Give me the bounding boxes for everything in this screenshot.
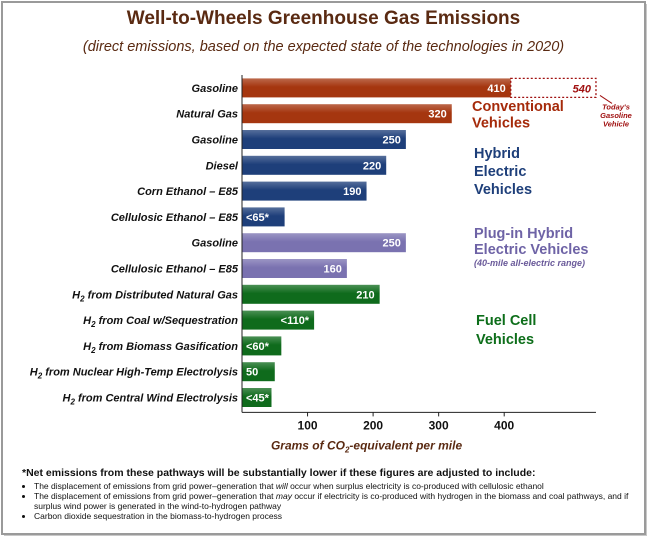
category-label: Gasoline	[192, 135, 238, 147]
data-label: 210	[356, 289, 374, 301]
chart-title: Well-to-Wheels Greenhouse Gas Emissions	[126, 8, 521, 29]
category-label: H2 from Coal w/Sequestration	[83, 315, 238, 329]
footnote-emphasis: will	[275, 481, 288, 491]
group-label: Vehicles	[472, 116, 530, 132]
bar-chart: Gasoline 410 Natural Gas 320 Gasoline 250 Dies…	[30, 75, 632, 454]
data-label: 250	[383, 238, 401, 250]
chart-subtitle: (direct emissions, based on the expected…	[82, 39, 565, 55]
bar	[242, 336, 282, 356]
group-label: Vehicles	[474, 182, 532, 198]
bar	[242, 233, 406, 253]
footnote-item: Carbon dioxide sequestration in the biom…	[34, 511, 637, 521]
group-label: Vehicles	[476, 332, 534, 348]
group-label: Electric Vehicles	[474, 242, 588, 258]
group-label: Electric	[474, 164, 526, 180]
bar	[242, 259, 347, 278]
reference-note: Today's	[602, 102, 630, 111]
data-label: <45*	[246, 393, 270, 405]
bar	[242, 78, 511, 98]
group-note: (40-mile all-electric range)	[474, 258, 585, 268]
category-label: Diesel	[206, 160, 239, 172]
reference-note: Gasoline	[600, 111, 632, 120]
footnote-list: The displacement of emissions from grid …	[22, 481, 637, 521]
reference-note: Vehicle	[603, 119, 629, 128]
data-label: <110*	[281, 315, 310, 327]
x-tick-label: 300	[429, 418, 449, 432]
bar	[242, 284, 380, 304]
data-label: <60*	[246, 341, 270, 353]
bar	[242, 181, 367, 201]
data-label: <65*	[246, 212, 270, 224]
bar	[242, 362, 275, 382]
group-label: Conventional	[472, 99, 564, 115]
x-tick-label: 200	[363, 418, 383, 432]
group-label: Fuel Cell	[476, 313, 536, 329]
data-label: 320	[428, 109, 446, 121]
x-tick-label: 100	[298, 418, 318, 432]
category-label: Gasoline	[192, 238, 238, 250]
category-label: Corn Ethanol – E85	[137, 186, 239, 198]
category-label: Natural Gas	[176, 109, 238, 121]
data-label: 50	[246, 367, 258, 379]
data-label: 160	[324, 264, 342, 276]
category-label: H2 from Central Wind Electrolysis	[62, 393, 238, 407]
bar	[242, 310, 315, 330]
data-label: 220	[363, 160, 381, 172]
category-label: H2 from Biomass Gasification	[83, 341, 238, 355]
x-tick-label: 400	[494, 418, 514, 432]
bar	[242, 130, 406, 149]
footnote-item: The displacement of emissions from grid …	[34, 491, 637, 511]
category-label: Cellulosic Ethanol – E85	[111, 212, 239, 224]
footnote-emphasis: may	[275, 491, 292, 501]
reference-value: 540	[573, 83, 592, 95]
category-label: H2 from Distributed Natural Gas	[72, 289, 238, 303]
bar	[242, 388, 272, 407]
footnote-heading: *Net emissions from these pathways will …	[22, 467, 536, 479]
reference-pointer	[599, 94, 613, 104]
footnote-item: The displacement of emissions from grid …	[34, 481, 637, 491]
data-label: 410	[487, 83, 505, 95]
bar	[242, 207, 285, 227]
category-label: Gasoline	[192, 83, 238, 95]
category-label: H2 from Nuclear High-Temp Electrolysis	[30, 367, 238, 381]
bar	[242, 155, 387, 175]
group-label: Plug-in Hybrid	[474, 226, 573, 242]
bar	[242, 104, 452, 124]
data-label: 250	[383, 135, 401, 147]
x-axis-label: Grams of CO2-equivalent per mile	[271, 438, 462, 454]
category-label: Cellulosic Ethanol – E85	[111, 264, 239, 276]
group-label: Hybrid	[474, 146, 520, 162]
data-label: 190	[343, 186, 361, 198]
footnotes: *Net emissions from these pathways will …	[22, 467, 637, 522]
